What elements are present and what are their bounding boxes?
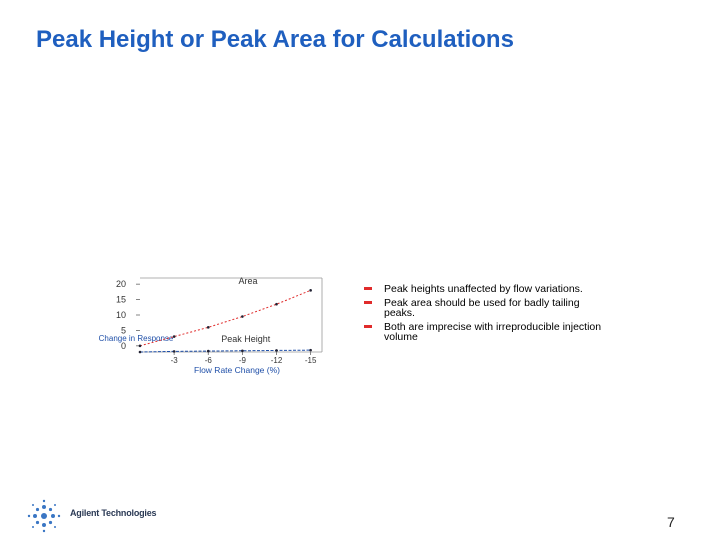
series-label-area: Area bbox=[239, 276, 258, 286]
bullet-marker-icon bbox=[364, 301, 372, 304]
data-point bbox=[138, 344, 142, 348]
data-point bbox=[241, 315, 244, 318]
series-line-area bbox=[139, 289, 311, 347]
agilent-logo: Agilent Technologies bbox=[26, 498, 166, 534]
logo-text: Agilent Technologies bbox=[70, 508, 157, 518]
x-tick-label: -6 bbox=[205, 356, 213, 365]
y-tick-label: 5 bbox=[121, 325, 126, 335]
data-point bbox=[241, 349, 244, 353]
bullet-marker-icon bbox=[364, 325, 372, 328]
bullet-text: Peak area should be used for badly taili… bbox=[384, 297, 580, 319]
x-tick-label: -12 bbox=[271, 356, 283, 365]
page-number: 7 bbox=[667, 514, 675, 530]
data-point bbox=[309, 348, 312, 352]
data-point bbox=[172, 350, 176, 353]
x-tick-label: -3 bbox=[171, 356, 179, 365]
bullet-item: Both are imprecise with irreproducible i… bbox=[362, 322, 602, 342]
x-axis-label: Flow Rate Change (%) bbox=[194, 365, 280, 375]
bullet-item: Peak area should be used for badly taili… bbox=[362, 298, 602, 318]
x-tick-label: -9 bbox=[239, 356, 247, 365]
data-point bbox=[275, 302, 278, 306]
y-tick-label: 10 bbox=[116, 310, 126, 320]
data-point bbox=[172, 335, 176, 338]
series-label-peak-height: Peak Height bbox=[221, 334, 271, 344]
data-point bbox=[206, 326, 210, 329]
chart-svg: 0 5 10 15 20 -3 -6 -9 -12 -15 Flow Rate Change (%)… bbox=[99, 276, 323, 375]
data-point bbox=[206, 349, 210, 353]
bullet-item: Peak heights unaffected by flow variatio… bbox=[362, 284, 602, 294]
y-tick-label: 20 bbox=[116, 279, 126, 289]
series-line-peak-height bbox=[139, 349, 311, 353]
data-point bbox=[138, 350, 142, 354]
bullet-text: Both are imprecise with irreproducible i… bbox=[384, 321, 602, 343]
data-point bbox=[309, 289, 312, 292]
agilent-spark-icon bbox=[27, 499, 61, 533]
y-tick-label: 15 bbox=[116, 295, 126, 305]
y-tick-label: 0 bbox=[121, 341, 126, 351]
bullet-list: Peak heights unaffected by flow variatio… bbox=[362, 284, 602, 346]
data-point bbox=[275, 349, 278, 352]
flow-rate-chart: 0 5 10 15 20 -3 -6 -9 -12 -15 Flow Rate Change (%)… bbox=[92, 270, 332, 380]
bullet-marker-icon bbox=[364, 287, 372, 290]
x-tick-label: -15 bbox=[305, 356, 317, 365]
slide-title: Peak Height or Peak Area for Calculation… bbox=[36, 26, 514, 53]
y-axis-label: Change in Response bbox=[99, 334, 174, 343]
bullet-text: Peak heights unaffected by flow variatio… bbox=[384, 283, 583, 295]
